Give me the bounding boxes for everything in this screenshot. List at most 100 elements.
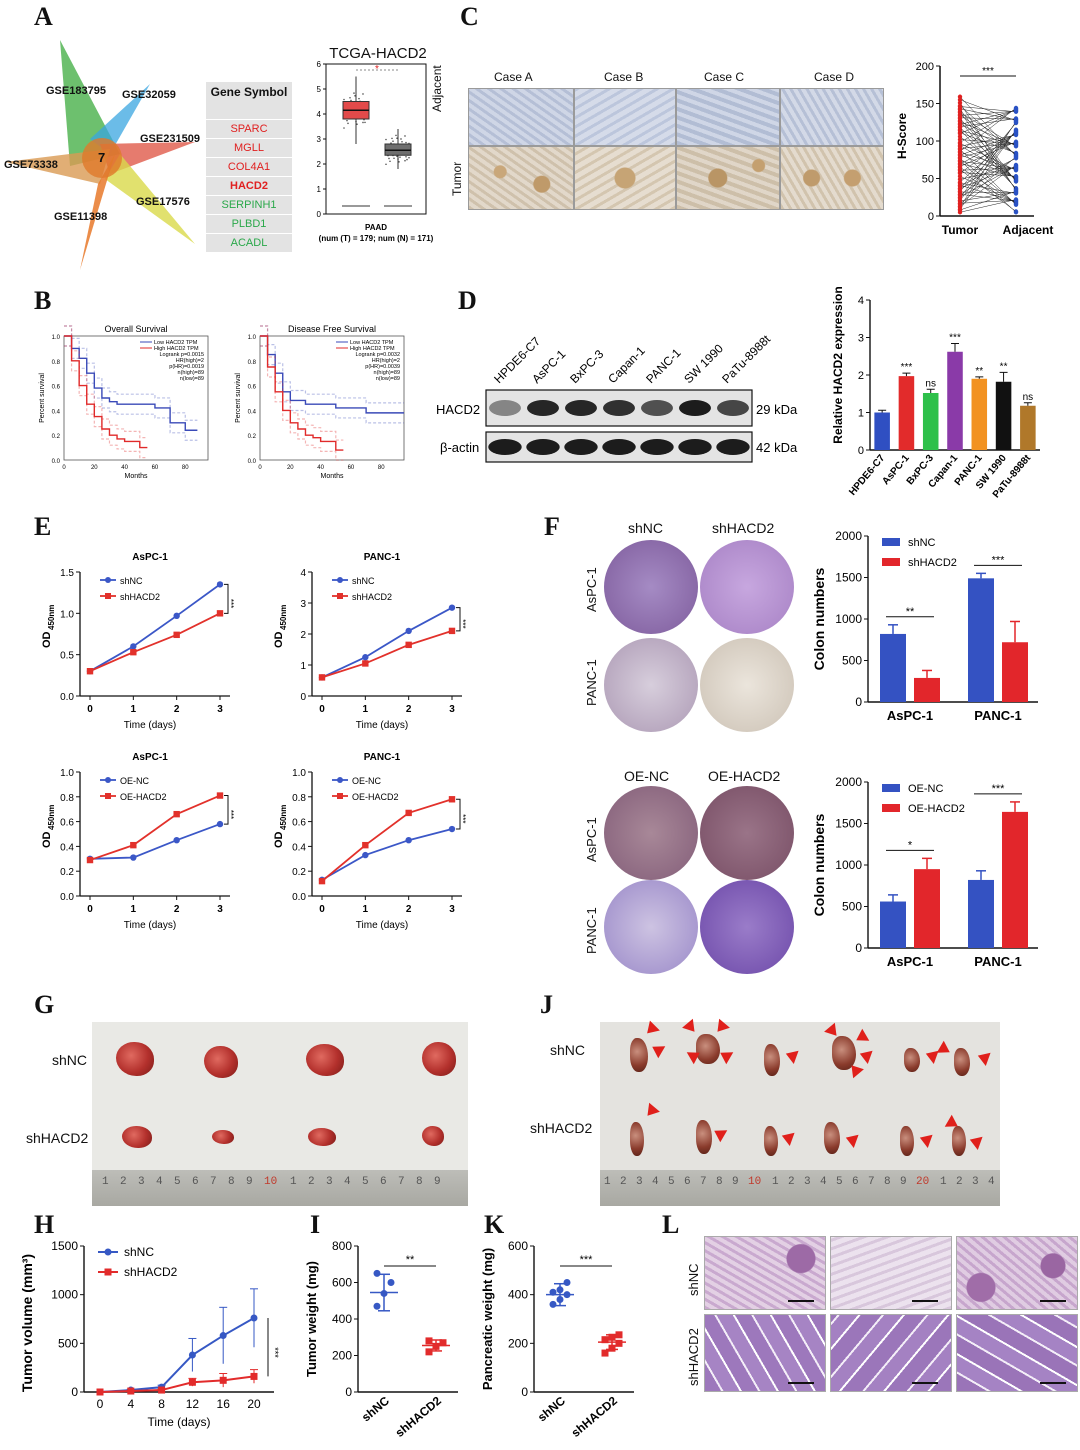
sig-marker: *** [982,66,994,77]
y-tick-label: 2 [317,160,322,169]
y-tick-label: 2000 [835,529,862,543]
pair-line [959,194,1017,202]
pair-line [959,145,1017,179]
ihc-row-label-tumor: Tumor [450,161,464,196]
series-line [321,630,453,679]
jitter-point [401,140,403,143]
y-tick-label: 3 [858,333,864,345]
data-point [373,1302,381,1310]
chart-title: TCGA-HACD2 [329,45,427,62]
arrow-marker [710,1124,728,1143]
y-tick-label: 100 [916,136,934,148]
sig-marker: *** [226,810,235,819]
he-image [704,1314,826,1392]
y-tick-label: 0.8 [60,793,74,804]
adjacent-point [1013,120,1019,126]
band-hacd2 [679,400,711,416]
panel-letter-l: L [662,1210,680,1239]
x-tick-label: shNC [535,1393,568,1424]
legend-label: shHACD2 [352,592,392,602]
ihc-image [574,146,676,210]
pair-line [959,200,1017,204]
legend-label: OE-NC [352,776,382,786]
series-line [89,823,221,860]
y-tick-label: 0.2 [292,867,306,878]
adjacent-point [1013,191,1019,196]
ihc-row-label-adjacent: Adjacent [430,65,444,112]
x-label: PAAD [365,223,387,232]
he-row-label: shNC [686,1263,701,1296]
x-label: Time (days) [124,720,176,731]
y-tick-label: 150 [916,99,934,111]
od-line-chart: PANC-1 0.0 0.2 0.4 0.6 0.8 1.0 0 1 2 3 Time (days) O… [273,752,467,931]
jitter-point [346,119,348,122]
panel-letter-d: D [458,286,477,315]
legend-swatch [882,804,900,812]
legend-label: shNC [124,1245,154,1259]
y-tick-label: 4 [858,295,864,307]
y-tick-label: 200 [916,61,934,73]
venn-label-0: GSE183795 [46,85,106,97]
legend-label: OE-HACD2 [352,792,399,802]
stat-text: p(HR)=0.0039 [365,364,400,370]
gene-row: ACADL [206,234,292,253]
sig-marker: ns [1023,392,1034,403]
legend-swatch [882,784,900,792]
arrow-marker [642,1020,660,1039]
y-label: OD [273,631,285,648]
gene-table-header: Gene Symbol [206,82,292,120]
series-line [321,606,453,679]
gene-row: MGLL [206,139,292,158]
stat-text: p(HR)=0.0019 [169,364,204,370]
tumor-row-label: shNC [52,1052,88,1068]
lane-label: PANC-1 [643,346,684,387]
pair-line [959,158,1017,187]
arrow-marker [857,1047,873,1064]
band-hacd2 [717,400,749,416]
y-tick-label: 0.8 [292,793,306,804]
y-tick-label: 0.6 [60,818,74,829]
jitter-point [408,156,410,159]
pair-line [959,158,1017,205]
ihc-case-c-label: Case C [704,70,745,84]
ihc-image [780,88,884,146]
pair-line [959,157,1017,196]
band-label: β-actin [440,440,479,455]
x-tick-label: shHACD2 [569,1393,621,1440]
pair-line [959,118,1017,181]
series-point [448,796,456,803]
km-disease-free-survival: Disease Free Survival 0.0 0.2 0.4 0.6 0.8 1.0 0… [235,324,405,480]
y-tick-label: 500 [58,1336,78,1350]
sig-marker: *** [270,1347,280,1358]
series-point [216,820,224,828]
sig-marker: *** [226,599,235,608]
jitter-point [356,123,358,126]
venn-label-1: GSE32059 [122,89,176,101]
pair-line [959,130,1017,145]
stat-text: n(high)=89 [374,370,400,376]
x-tick-label: 3 [217,904,223,915]
panel-letter-b: B [34,286,52,315]
series-point [173,837,180,844]
y-tick-label: 0.0 [292,892,306,903]
jitter-point [388,157,390,160]
pair-line [959,169,1017,212]
ihc-image [676,146,780,210]
legend-swatch [882,538,900,546]
series-point [96,1388,104,1396]
pair-line [959,136,1017,180]
pair-line [959,134,1017,156]
venn-center-count: 7 [98,150,105,165]
band-actin [526,439,560,455]
y-label-subscript: 450nm [279,605,288,630]
sig-marker: ** [406,1254,415,1266]
venn-label-3: GSE73338 [4,159,58,171]
plot-frame [63,335,209,461]
band-actin [640,439,674,455]
x-tick-label: 1 [363,904,369,915]
pair-line [959,122,1017,199]
tumor [122,1126,152,1148]
pair-line [959,108,1017,143]
x-tick-label: 60 [348,465,355,471]
y-tick-label: 2 [300,630,306,641]
